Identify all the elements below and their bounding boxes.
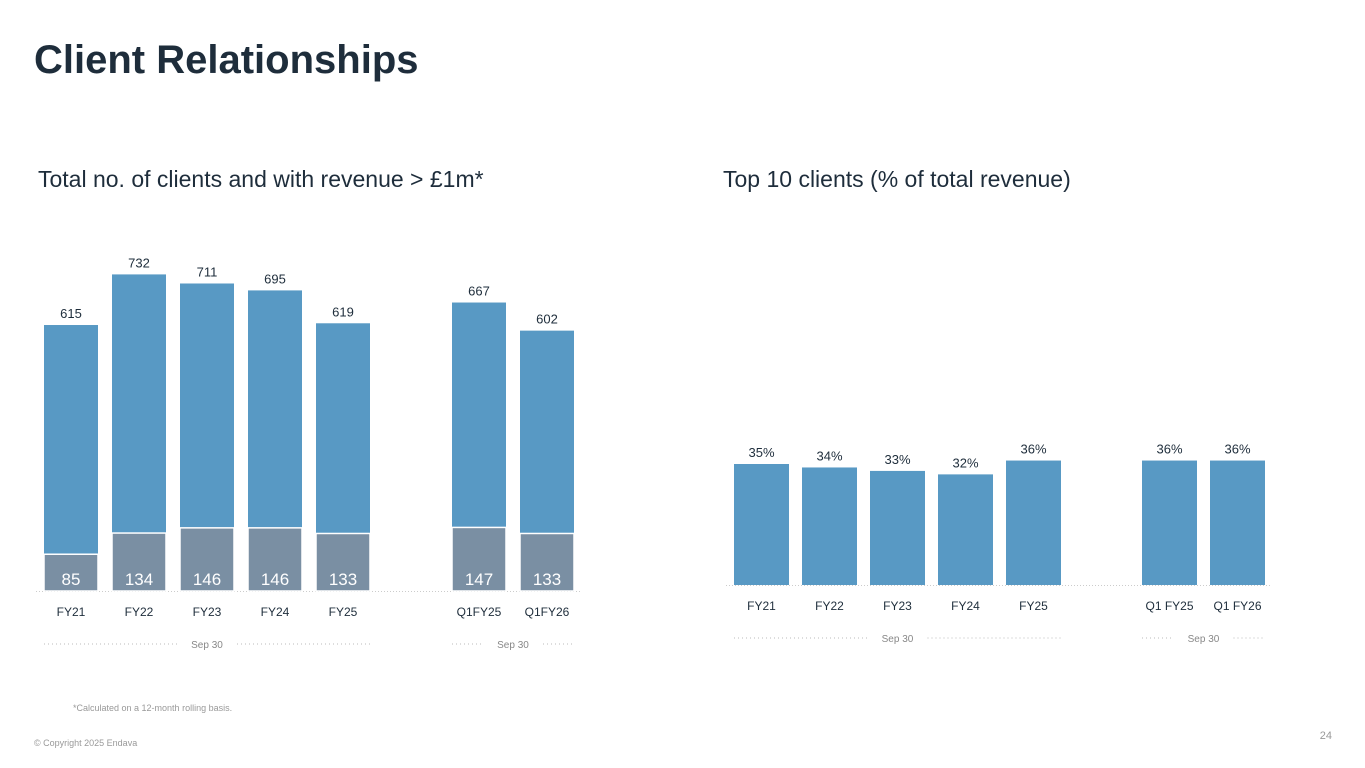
inner-value-label: 85 xyxy=(62,570,81,589)
value-label: 33% xyxy=(884,452,910,467)
tick-label: FY24 xyxy=(951,599,980,613)
tick-label: FY23 xyxy=(193,605,222,619)
tick-label: FY22 xyxy=(815,599,844,613)
tick-label: Q1FY25 xyxy=(457,605,502,619)
chart1-title: Total no. of clients and with revenue > … xyxy=(38,166,484,192)
tick-label: Q1FY26 xyxy=(525,605,570,619)
bar-secondary xyxy=(451,526,507,592)
bar xyxy=(1210,460,1265,585)
tick-label: Q1 FY25 xyxy=(1145,599,1193,613)
bar xyxy=(870,470,925,585)
tick-label: FY21 xyxy=(747,599,776,613)
inner-value-label: 133 xyxy=(533,570,561,589)
value-label: 34% xyxy=(816,448,842,463)
inner-value-label: 133 xyxy=(329,570,357,589)
bar-secondary xyxy=(315,532,371,592)
value-label: 35% xyxy=(748,445,774,460)
value-label: 711 xyxy=(197,264,218,279)
value-label: 695 xyxy=(264,271,286,286)
bar-secondary xyxy=(43,553,99,592)
bar-secondary xyxy=(247,527,303,592)
group-label: Sep 30 xyxy=(497,640,529,651)
inner-value-label: 134 xyxy=(125,570,153,589)
value-label: 615 xyxy=(60,306,82,321)
bar-secondary xyxy=(519,532,575,592)
chart2-title: Top 10 clients (% of total revenue) xyxy=(723,166,1071,192)
bar-secondary xyxy=(111,532,167,592)
tick-label: FY23 xyxy=(883,599,912,613)
bar xyxy=(1006,460,1061,585)
value-label: 619 xyxy=(332,304,354,319)
bar-secondary xyxy=(179,527,235,592)
bar xyxy=(44,325,98,591)
page-number: 24 xyxy=(1319,730,1332,742)
group-label: Sep 30 xyxy=(1188,634,1220,645)
tick-label: FY25 xyxy=(1019,599,1048,613)
tick-label: Q1 FY26 xyxy=(1213,599,1261,613)
footnote: *Calculated on a 12-month rolling basis. xyxy=(73,703,233,713)
bar xyxy=(734,464,789,585)
bar xyxy=(802,467,857,585)
group-label: Sep 30 xyxy=(882,634,914,645)
group-label: Sep 30 xyxy=(191,640,223,651)
inner-value-label: 147 xyxy=(465,570,493,589)
value-label: 667 xyxy=(468,284,490,299)
tick-label: FY21 xyxy=(57,605,86,619)
value-label: 36% xyxy=(1156,442,1182,457)
inner-value-label: 146 xyxy=(193,570,221,589)
page-title: Client Relationships xyxy=(34,38,419,82)
value-label: 602 xyxy=(536,312,558,327)
value-label: 36% xyxy=(1020,442,1046,457)
value-label: 32% xyxy=(952,455,978,470)
bar xyxy=(1142,460,1197,585)
value-label: 36% xyxy=(1224,442,1250,457)
bar xyxy=(938,474,993,585)
tick-label: FY22 xyxy=(125,605,154,619)
tick-label: FY25 xyxy=(329,605,358,619)
inner-value-label: 146 xyxy=(261,570,289,589)
tick-label: FY24 xyxy=(261,605,290,619)
copyright: © Copyright 2025 Endava xyxy=(34,738,138,748)
value-label: 732 xyxy=(128,255,150,270)
